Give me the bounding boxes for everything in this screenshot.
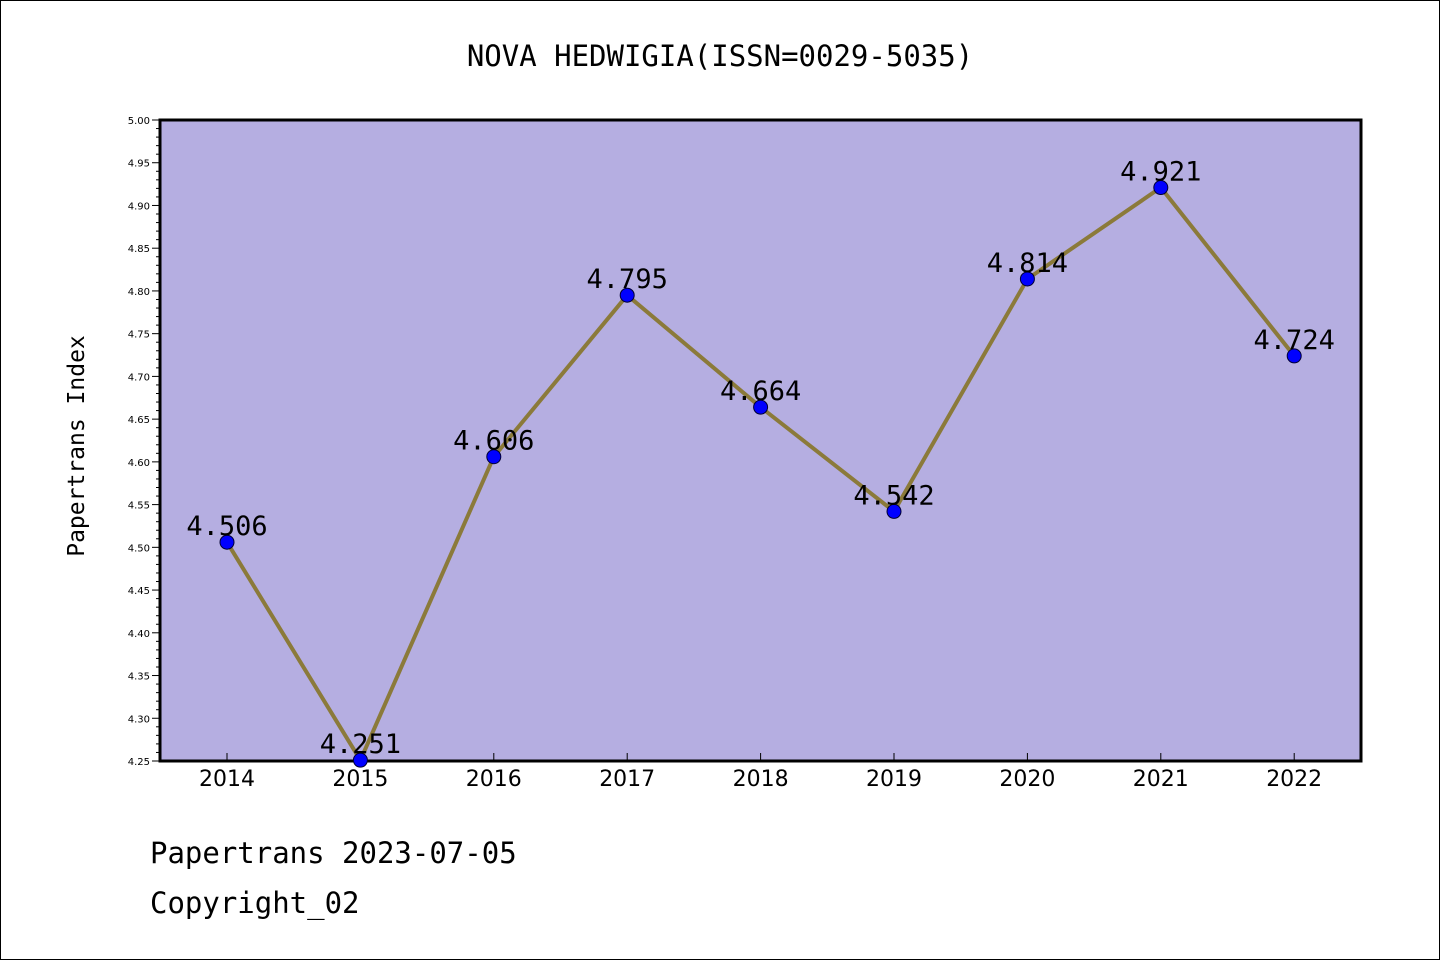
data-point	[1019, 271, 1035, 287]
y-tick-label: 4.30	[128, 714, 150, 725]
data-label: 4.795	[587, 264, 668, 295]
data-point	[619, 287, 635, 303]
data-label: 4.664	[720, 376, 801, 407]
x-tick-label: 2014	[199, 767, 255, 792]
data-point	[1153, 180, 1169, 196]
data-label: 4.506	[186, 511, 267, 542]
data-point	[352, 752, 368, 768]
data-point	[886, 503, 902, 519]
data-points	[219, 180, 1302, 768]
y-tick-label: 4.50	[128, 543, 150, 554]
y-tick-label: 4.25	[128, 757, 150, 768]
y-tick-label: 4.85	[128, 244, 150, 255]
data-label: 4.606	[453, 426, 534, 457]
y-tick-label: 4.75	[128, 330, 150, 341]
x-tick-label: 2021	[1133, 767, 1189, 792]
x-tick-label: 2015	[332, 767, 388, 792]
y-tick-label: 4.80	[128, 287, 150, 298]
x-tick-label: 2016	[466, 767, 522, 792]
y-tick-label: 4.70	[128, 372, 150, 383]
x-tick-label: 2020	[999, 767, 1055, 792]
plot-area	[158, 118, 1363, 763]
y-axis-label: Papertrans Index	[64, 335, 90, 557]
data-label: 4.921	[1120, 157, 1201, 188]
y-tick-label: 4.95	[128, 159, 150, 170]
y-tick-label: 4.45	[128, 586, 150, 597]
data-point	[486, 449, 502, 465]
x-tick-label: 2019	[866, 767, 922, 792]
x-axis-ticks: 2014 2015 2016 2017 2018 2019 2020 2021 2022	[199, 753, 1322, 792]
y-tick-label: 4.35	[128, 672, 150, 683]
y-tick-label: 4.65	[128, 415, 150, 426]
data-label: 4.251	[320, 729, 401, 760]
data-labels: 4.506 4.251 4.606 4.795 4.664 4.542 4.814 4.921…	[186, 157, 1334, 761]
y-tick-label: 4.60	[128, 458, 150, 469]
chart-title: NOVA HEDWIGIA(ISSN=0029-5035)	[467, 39, 973, 73]
x-tick-label: 2022	[1266, 767, 1322, 792]
footer-copyright-text: Copyright_02	[150, 886, 360, 920]
data-point	[219, 534, 235, 550]
data-point	[753, 399, 769, 415]
footer-date-text: Papertrans 2023-07-05	[150, 836, 517, 870]
x-tick-label: 2017	[599, 767, 655, 792]
y-axis-ticks: 4.25 4.30 4.35 4.40 4.45 4.50 4.55 4.60 4.65 4.70…	[128, 116, 160, 768]
y-tick-label: 4.55	[128, 501, 150, 512]
y-tick-label: 5.00	[128, 116, 150, 127]
x-tick-label: 2018	[733, 767, 789, 792]
data-point	[1286, 348, 1302, 364]
data-label: 4.724	[1254, 325, 1335, 356]
data-label: 4.542	[853, 480, 934, 511]
y-tick-label: 4.40	[128, 629, 150, 640]
data-label: 4.814	[987, 248, 1068, 279]
y-tick-label: 4.90	[128, 201, 150, 212]
